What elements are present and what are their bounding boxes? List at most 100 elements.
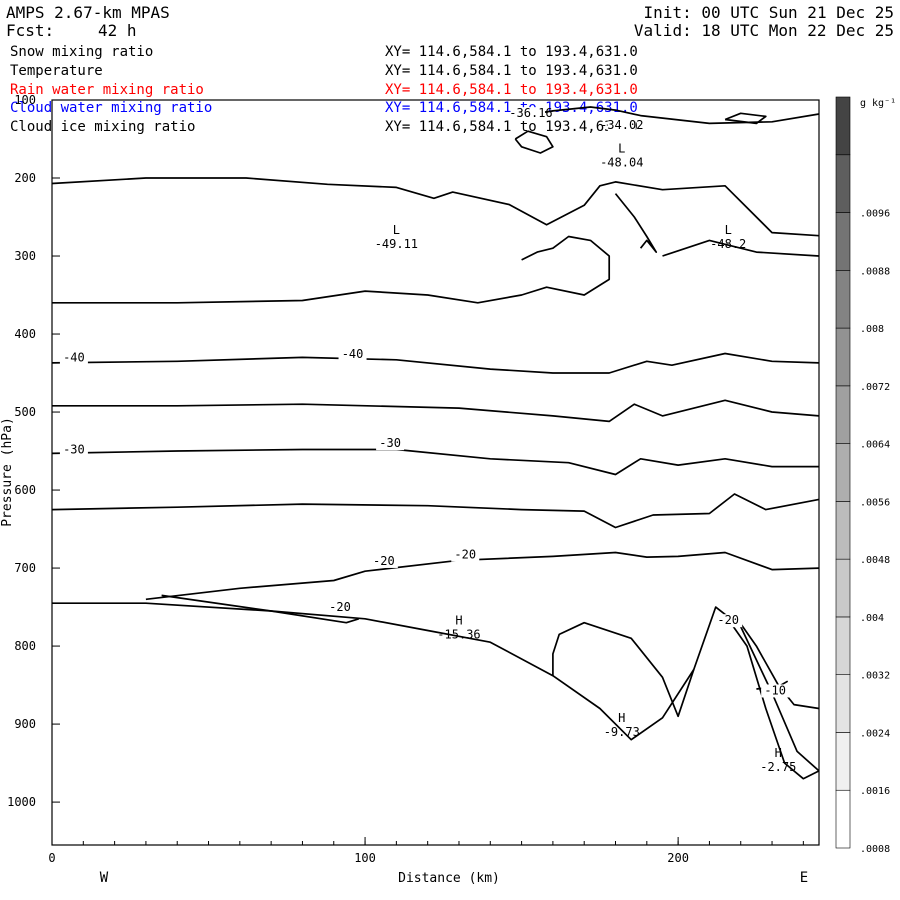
y-tick-label-100: 100 [14, 93, 36, 107]
field-name-snow: Snow mixing ratio [10, 44, 154, 60]
contour-label-bg [451, 548, 480, 562]
colorbar-bin [835, 789, 851, 849]
contour-t-top-arc [521, 106, 820, 125]
colorbar-tick-label: .0072 [860, 382, 890, 393]
y-tick-label-400: 400 [14, 327, 36, 341]
y-tick-label-900: 900 [14, 717, 36, 731]
contour-t-upper-right [662, 239, 820, 257]
colorbar-tick-label: .0096 [860, 209, 890, 220]
colorbar-bin [835, 732, 851, 791]
x-tick-label-200: 200 [667, 851, 689, 865]
contour-label: -30 [379, 436, 401, 450]
field-xy-temperature: XY= 114.6,584.1 to 193.4,631.0 [385, 63, 638, 79]
contour-label: -20 [454, 548, 476, 562]
contour-label-bg [59, 443, 88, 457]
y-axis: 100 200 300 400 500 600 700 800 900 1000 [7, 93, 60, 809]
contour-t-dome [52, 235, 611, 304]
contour-t-neg20-tongue [161, 594, 360, 624]
contour-label-bg [714, 614, 743, 628]
contour-t-cold-fold [614, 193, 658, 253]
extremum-value: -15.36 [437, 627, 480, 641]
colorbar-tick-label: .0048 [860, 555, 890, 566]
colorbar-unit: g kg⁻¹ [860, 98, 896, 109]
init-time: Init: 00 UTC Sun 21 Dec 25 [643, 3, 894, 22]
contour-label-bg [516, 107, 545, 121]
y-axis-label: Pressure (hPa) [0, 417, 15, 527]
contour-layer [51, 106, 820, 780]
extremum-marker: L [393, 223, 400, 237]
contour-t-small-ring [514, 130, 554, 154]
y-tick-label-200: 200 [14, 171, 36, 185]
contour-t-neg20 [52, 602, 820, 772]
contour-t-neg20-upper [145, 551, 820, 601]
y-tick-label-800: 800 [14, 639, 36, 653]
plot-frame [51, 99, 820, 846]
colorbar-tick-label: .0016 [860, 786, 890, 797]
colorbar-bin [835, 385, 851, 444]
contour-t-upper-200 [51, 177, 820, 237]
colorbar-bin [835, 212, 851, 271]
contour-label-bg [761, 684, 790, 698]
contour-label: -34.02 [600, 118, 643, 132]
extremum-marker: H [455, 613, 462, 627]
contour-label: -20 [373, 554, 395, 568]
extremum-marker: H [775, 746, 782, 760]
contour-t-warm-bulge [552, 621, 695, 718]
colorbar-bin [835, 616, 851, 675]
contour-label: -36.16 [509, 106, 552, 120]
colorbar-tick-label: .008 [860, 324, 884, 335]
y-tick-label-700: 700 [14, 561, 36, 575]
contour-label-bg [59, 351, 88, 365]
extremum-value: -2.75 [760, 760, 796, 774]
contour-label-bg [369, 554, 398, 568]
field-xy-rain: XY= 114.6,584.1 to 193.4,631.0 [385, 82, 638, 98]
contour-label: -40 [63, 350, 85, 364]
east-label: E [800, 870, 808, 886]
fcst-value: 42 h [98, 21, 137, 40]
colorbar-bin [835, 327, 851, 387]
extremum-value: -48.2 [710, 237, 746, 251]
x-axis: 0 100 200 [48, 837, 804, 865]
contour-t-neg25 [51, 493, 820, 529]
contour-label: -10 [764, 683, 786, 697]
y-tick-label-600: 600 [14, 483, 36, 497]
contour-t-neg35 [52, 399, 820, 423]
extrema-labels: L-49.11L-48.04L-48.2H-15.36H-9.73H-2.75 [375, 141, 797, 774]
colorbar-bin [835, 674, 851, 733]
colorbar-tick-label: .0032 [860, 671, 890, 682]
colorbar-tick-label: .0008 [860, 844, 890, 855]
x-axis-label: Distance (km) [398, 871, 500, 886]
colorbar-bin [835, 558, 851, 618]
colorbar-bin [835, 270, 851, 329]
extremum-marker: L [725, 223, 732, 237]
field-name-temperature: Temperature [10, 63, 103, 79]
contour-label: -30 [63, 442, 85, 456]
contour-label: -40 [342, 347, 364, 361]
extremum-value: -48.04 [600, 155, 643, 169]
valid-time: Valid: 18 UTC Mon 22 Dec 25 [633, 21, 894, 40]
contour-t-neg5 [724, 614, 820, 780]
colorbar-bin [835, 154, 851, 213]
contour-label-bg [607, 118, 636, 132]
x-tick-label-100: 100 [354, 851, 376, 865]
y-tick-label-1000: 1000 [7, 795, 36, 809]
extremum-marker: L [618, 141, 625, 155]
contour-label-bg [326, 600, 355, 614]
fcst-label: Fcst: [6, 21, 55, 40]
contour-t-neg30 [51, 448, 819, 476]
extremum-marker: H [618, 711, 625, 725]
field-name-cloud-water: Cloud water mixing ratio [10, 100, 213, 116]
model-title: AMPS 2.67-km MPAS [6, 3, 170, 22]
colorbar-tick-label: .004 [860, 613, 884, 624]
contour-t-neg40 [51, 352, 820, 374]
contour-label: -20 [329, 600, 351, 614]
colorbar-tick-label: .0056 [860, 497, 890, 508]
contour-label-bg [338, 348, 367, 362]
contour-label: -20 [717, 613, 739, 627]
field-name-rain: Rain water mixing ratio [10, 82, 204, 98]
x-tick-label-0: 0 [48, 851, 55, 865]
contour-labels: -40 -40 -30 -30 -20 -20 -20 -20 -10 -36.16 -34.02 [59, 106, 790, 698]
y-tick-label-300: 300 [14, 249, 36, 263]
colorbar-tick-label: .0088 [860, 266, 890, 277]
colorbar-tick-label: .0024 [860, 728, 890, 739]
